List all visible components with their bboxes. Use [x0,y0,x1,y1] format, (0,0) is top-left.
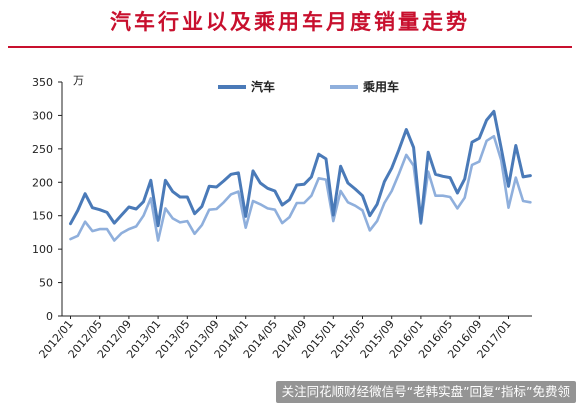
series-line-passenger-car [69,134,532,242]
y-tick-label: 150 [32,210,53,223]
y-tick-label: 300 [32,109,53,122]
title-divider [8,46,572,48]
y-tick-label: 100 [32,243,53,256]
chart-series [69,109,532,242]
y-tick-label: 250 [32,143,53,156]
y-tick-label: 50 [39,277,53,290]
page-title: 汽车行业以及乘用车月度销量走势 [110,9,470,34]
chart-legend: 汽车 乘用车 [218,79,399,94]
watermark-banner: 关注同花顺财经微信号“老韩实盘”回复“指标”免费领 [275,381,576,403]
y-tick-label: 200 [32,176,53,189]
legend-label: 乘用车 [362,79,399,94]
legend-label: 汽车 [251,79,275,94]
y-tick-label: 0 [46,310,53,323]
y-tick-label: 350 [32,76,53,89]
y-unit-label: 万 [73,74,84,87]
series-line-auto [69,109,532,228]
